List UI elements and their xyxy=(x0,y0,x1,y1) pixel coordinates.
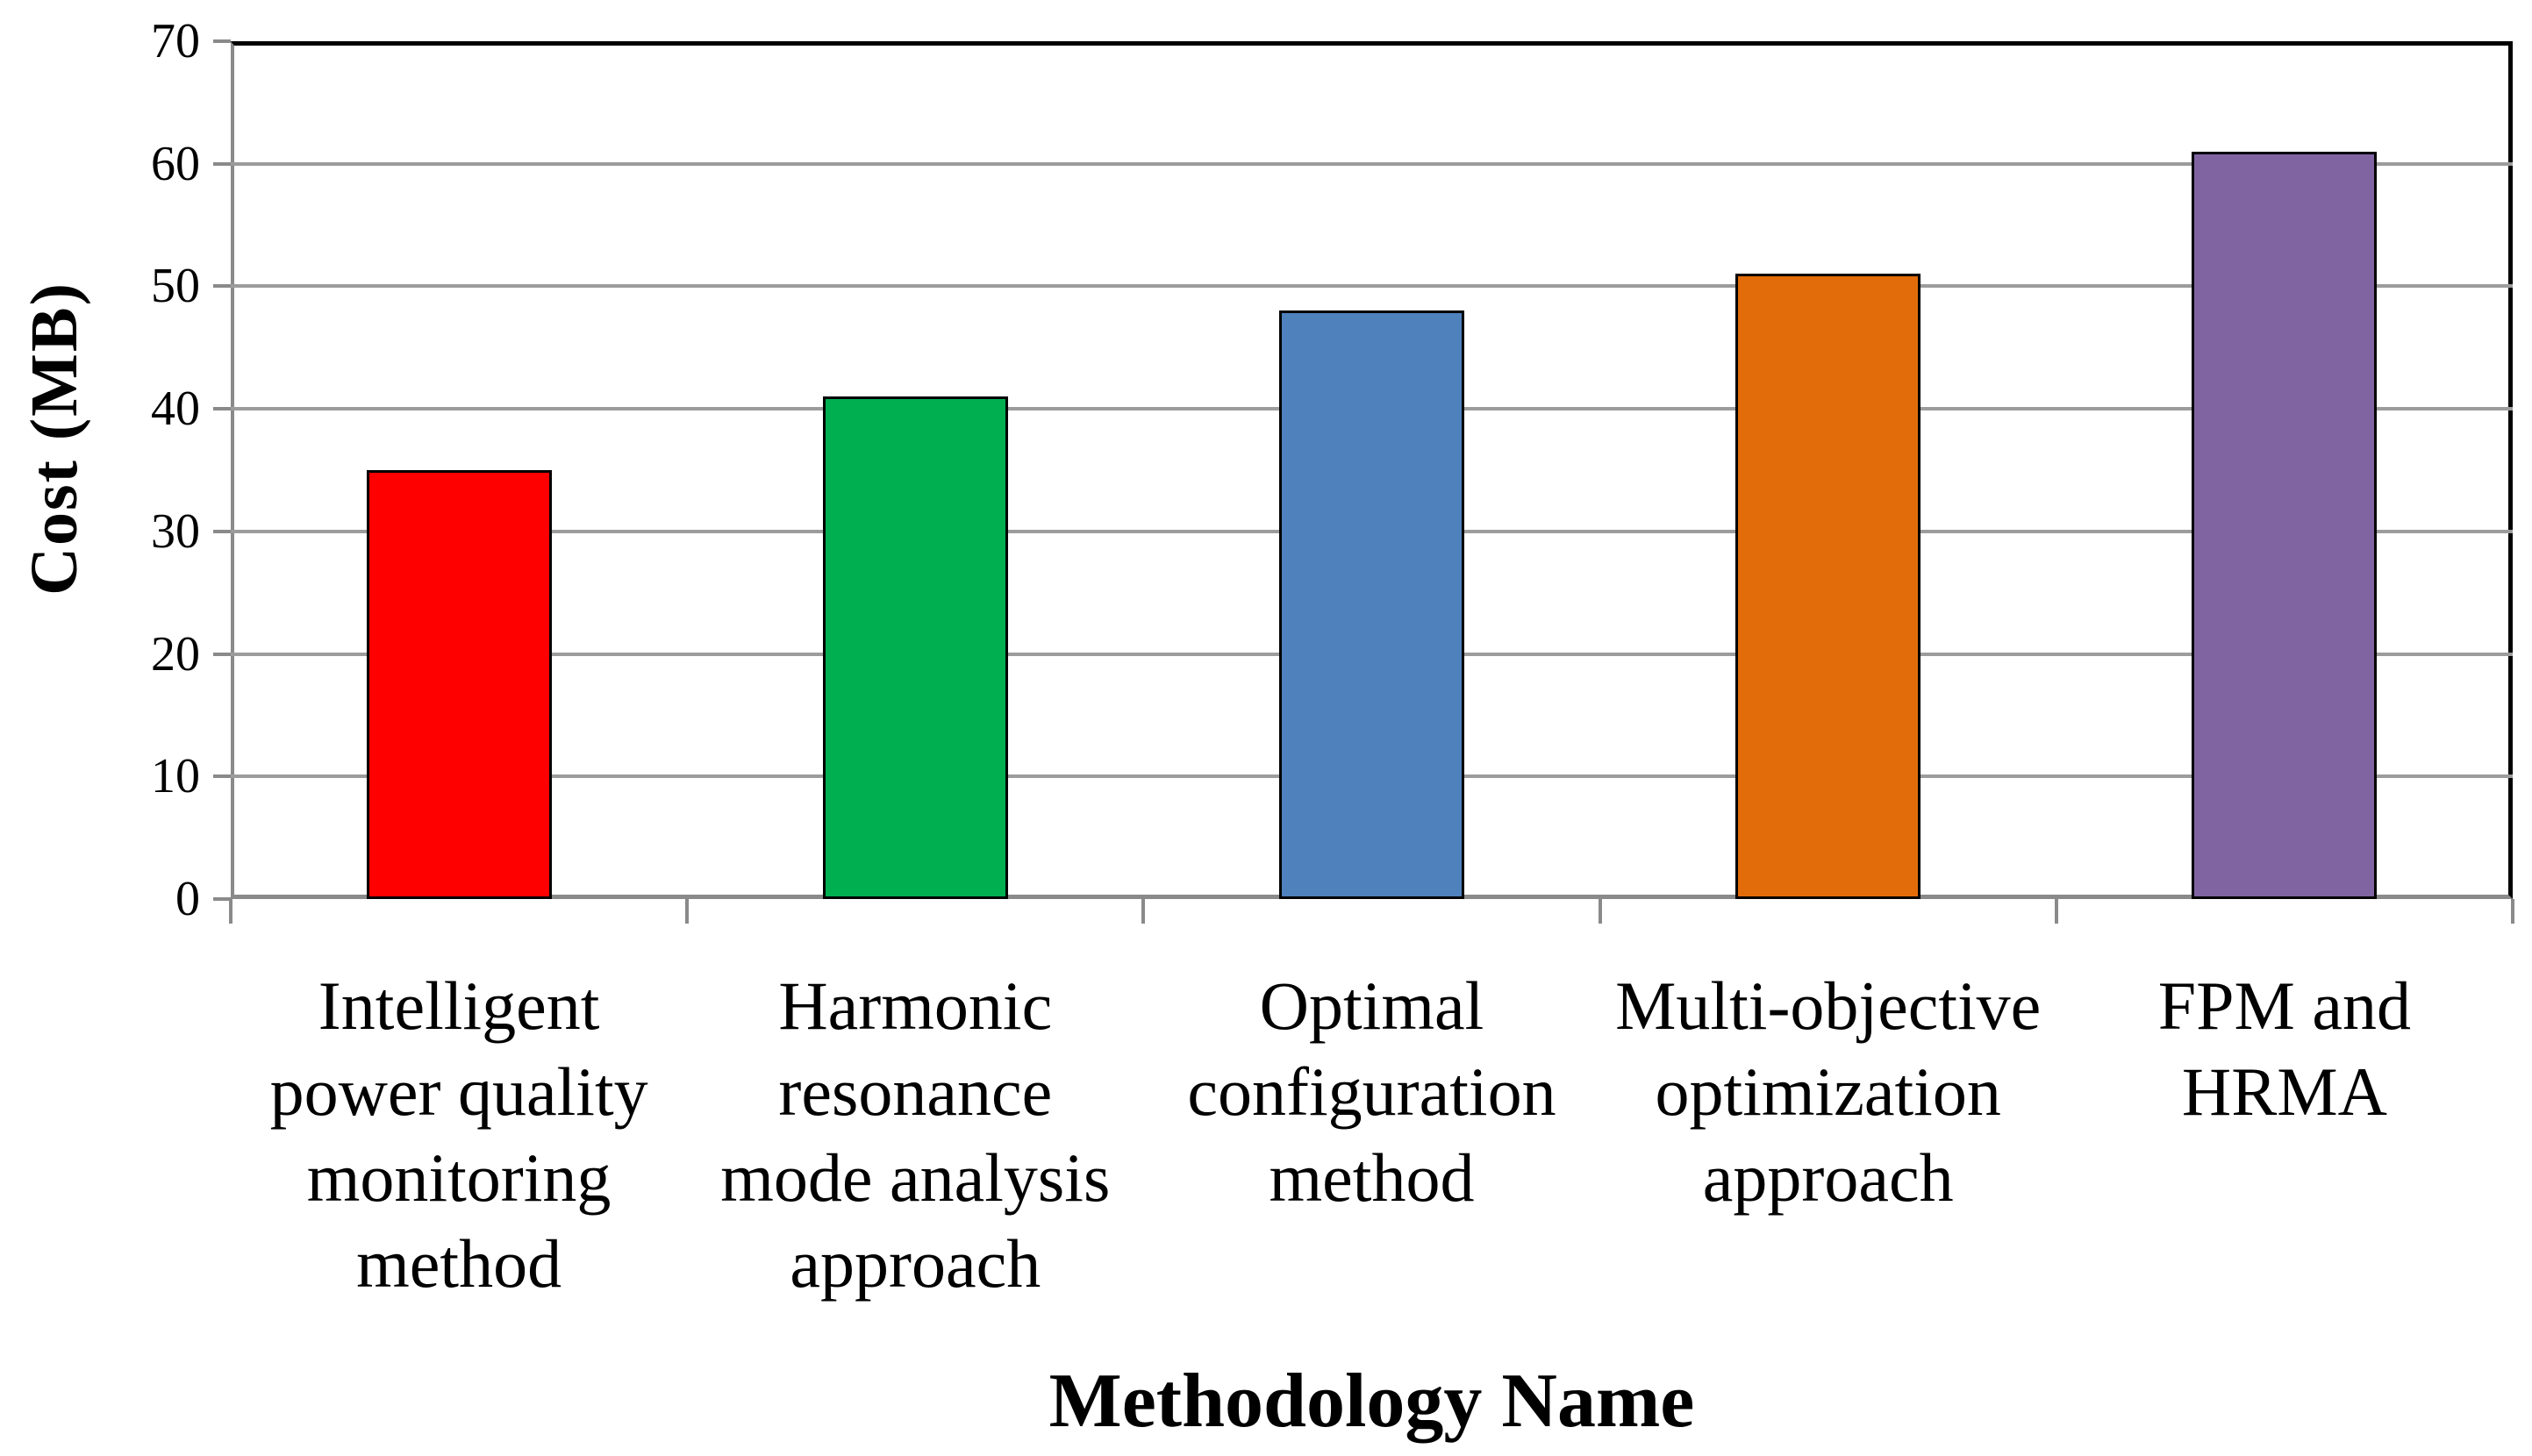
x-category-label-5: FPM and HRMA xyxy=(2056,963,2513,1135)
label-line: method xyxy=(356,1225,562,1302)
y-tick-label-40: 40 xyxy=(151,382,200,437)
bar-1 xyxy=(366,470,552,899)
y-axis-title: Cost (MB) xyxy=(18,282,91,596)
label-line: method xyxy=(1269,1139,1475,1216)
gridline-50 xyxy=(231,284,2513,289)
y-tick-label-30: 30 xyxy=(151,503,200,559)
x-category-label-2: Harmonic resonance mode analysis approach xyxy=(687,963,1143,1307)
y-tick-label-50: 50 xyxy=(151,259,200,314)
bar-5 xyxy=(2192,151,2378,899)
x-category-label-4: Multi-objective optimization approach xyxy=(1600,963,2056,1221)
gridline-60 xyxy=(231,161,2513,166)
y-tick-label-10: 10 xyxy=(151,749,200,804)
y-axis-tick-20 xyxy=(213,652,231,656)
label-line: configuration xyxy=(1187,1053,1556,1130)
bar-3 xyxy=(1279,310,1464,899)
label-line: approach xyxy=(790,1225,1041,1302)
label-line: Optimal xyxy=(1259,967,1484,1044)
label-line: FPM and xyxy=(2157,967,2411,1044)
x-axis-title: Methodology Name xyxy=(1048,1359,1695,1444)
label-line: Harmonic xyxy=(778,967,1053,1044)
label-line: Multi-objective xyxy=(1615,967,2042,1044)
x-axis-tick-0 xyxy=(229,899,232,924)
x-axis-tick-5 xyxy=(2511,899,2514,924)
y-axis-tick-60 xyxy=(213,161,231,166)
label-line: power quality xyxy=(269,1053,648,1130)
x-category-label-3: Optimal configuration method xyxy=(1143,963,1599,1221)
label-line: mode analysis xyxy=(720,1139,1111,1216)
label-line: Intelligent xyxy=(318,967,600,1044)
y-tick-label-0: 0 xyxy=(175,872,200,926)
x-axis-tick-3 xyxy=(1598,899,1602,924)
y-tick-label-20: 20 xyxy=(151,626,200,682)
y-axis-tick-40 xyxy=(213,407,231,411)
x-axis-tick-2 xyxy=(1141,899,1146,924)
label-line: resonance xyxy=(778,1053,1053,1130)
y-tick-label-60: 60 xyxy=(151,136,200,191)
y-axis-tick-30 xyxy=(213,529,231,533)
y-tick-label-70: 70 xyxy=(151,14,200,68)
y-axis-tick-0 xyxy=(213,897,231,901)
x-axis-tick-4 xyxy=(2054,899,2058,924)
y-axis-tick-50 xyxy=(213,284,231,289)
x-category-label-1: Intelligent power quality monitoring method xyxy=(231,963,687,1307)
label-line: HRMA xyxy=(2181,1053,2387,1130)
label-line: approach xyxy=(1702,1139,1954,1216)
y-axis-tick-70 xyxy=(213,39,231,43)
bar-4 xyxy=(1735,274,1921,899)
label-line: monitoring xyxy=(306,1139,612,1216)
bar-2 xyxy=(822,396,1008,899)
y-axis-tick-10 xyxy=(213,774,231,779)
x-axis-tick-1 xyxy=(685,899,690,924)
label-line: optimization xyxy=(1655,1053,2001,1130)
